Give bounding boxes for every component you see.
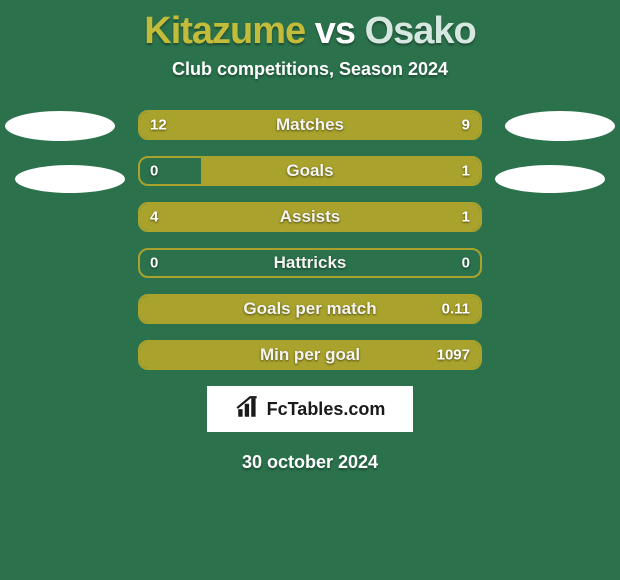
bar-fill-right (201, 158, 480, 184)
bar-fill-left (140, 204, 402, 230)
stat-value-right: 9 (462, 117, 470, 134)
stat-value-right: 0.11 (442, 301, 470, 318)
stat-label: Hattricks (274, 253, 347, 273)
stat-value-left: 12 (150, 117, 167, 134)
stat-label: Assists (280, 207, 340, 227)
footer-date: 30 october 2024 (0, 452, 620, 473)
stat-value-right: 0 (462, 255, 470, 272)
stat-label: Min per goal (260, 345, 360, 365)
stat-value-right: 1 (462, 209, 470, 226)
player1-avatar-placeholder-bottom (15, 165, 125, 193)
stat-row: 0 Hattricks 0 (138, 248, 482, 278)
stat-rows: 12 Matches 9 0 Goals 1 4 Assists 1 0 Hattricks 0 Goa… (138, 110, 482, 370)
stat-value-right: 1 (462, 163, 470, 180)
stat-value-left: 4 (150, 209, 158, 226)
branding-badge: FcTables.com (207, 386, 413, 432)
player2-avatar-placeholder-top (505, 111, 615, 141)
stat-value-left: 0 (150, 255, 158, 272)
subtitle: Club competitions, Season 2024 (0, 59, 620, 80)
stat-value-left: 0 (150, 163, 158, 180)
comparison-chart: 12 Matches 9 0 Goals 1 4 Assists 1 0 Hattricks 0 Goa… (0, 110, 620, 370)
player1-avatar-placeholder-top (5, 111, 115, 141)
stat-row: 0 Goals 1 (138, 156, 482, 186)
stat-label: Goals (286, 161, 333, 181)
branding-text: FcTables.com (267, 399, 386, 420)
vs-text: vs (315, 10, 355, 52)
player2-avatar-placeholder-bottom (495, 165, 605, 193)
page-title: Kitazume vs Osako (0, 0, 620, 53)
player1-name: Kitazume (144, 10, 305, 52)
chart-icon (235, 394, 261, 425)
stat-value-right: 1097 (437, 347, 470, 364)
stat-row: 4 Assists 1 (138, 202, 482, 232)
stat-row: 12 Matches 9 (138, 110, 482, 140)
player2-name: Osako (365, 10, 476, 52)
stat-label: Matches (276, 115, 344, 135)
stat-row: Goals per match 0.11 (138, 294, 482, 324)
stat-label: Goals per match (243, 299, 376, 319)
bar-fill-right (334, 112, 480, 138)
stat-row: Min per goal 1097 (138, 340, 482, 370)
